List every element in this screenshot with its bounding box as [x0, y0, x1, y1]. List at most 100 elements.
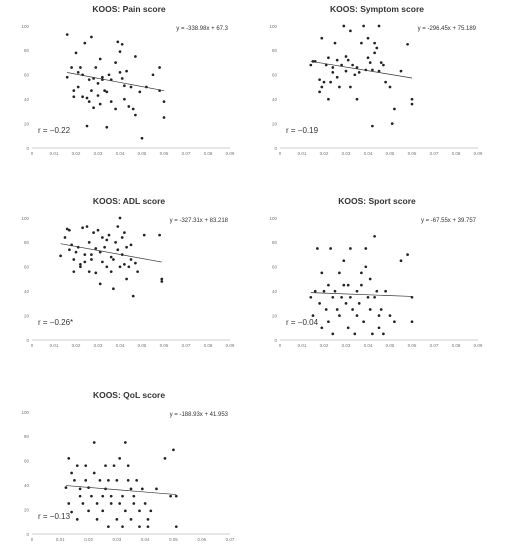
y-tick-label: 100 [21, 410, 29, 415]
data-point [72, 89, 76, 93]
data-point [172, 448, 175, 452]
chart-title: KOOS: Sport score [338, 196, 416, 206]
data-point [109, 100, 113, 103]
data-point [360, 41, 363, 45]
data-point [116, 40, 120, 44]
data-point [114, 107, 117, 111]
x-tick-label: 0 [31, 537, 34, 542]
regression-equation: y = -188.93x + 41.953 [170, 412, 229, 418]
x-tick-label: 0.09 [474, 343, 483, 348]
y-tick-label: 80 [24, 434, 30, 439]
data-point [101, 509, 105, 513]
data-point [377, 24, 381, 28]
data-point [70, 471, 73, 475]
data-point [126, 464, 130, 468]
data-point [349, 85, 352, 89]
data-point [115, 478, 119, 482]
data-point [121, 494, 124, 498]
x-tick-label: 0.02 [72, 151, 81, 156]
data-point [112, 464, 116, 468]
data-point [79, 66, 82, 69]
trendline [60, 243, 162, 263]
data-point [388, 314, 392, 317]
x-tick-label: 0.05 [386, 151, 395, 156]
y-tick-label: 20 [24, 313, 30, 318]
data-point [333, 289, 337, 293]
data-point [81, 95, 84, 99]
x-tick-label: 0.03 [342, 343, 351, 348]
y-tick-label: 40 [272, 97, 278, 102]
data-point [98, 57, 102, 61]
correlation-label: r = −0.26* [38, 318, 73, 327]
data-point [73, 478, 76, 482]
data-point [98, 102, 102, 106]
y-tick-label: 0 [26, 338, 29, 343]
data-point [129, 518, 133, 521]
data-point [65, 33, 69, 36]
chart-title: KOOS: Symptom score [330, 4, 424, 14]
data-point [94, 66, 98, 69]
data-point [410, 97, 414, 101]
data-point [85, 225, 89, 228]
data-point [65, 227, 69, 231]
data-point [373, 295, 376, 299]
data-point [322, 80, 326, 84]
data-point [116, 225, 120, 228]
data-point [349, 29, 352, 33]
correlation-label: r = −0.04 [286, 318, 319, 327]
data-point [123, 441, 127, 444]
data-point [125, 245, 128, 249]
data-point [74, 51, 78, 55]
data-point [101, 260, 104, 264]
data-point [85, 96, 89, 100]
data-point [357, 71, 361, 74]
data-point [146, 518, 150, 521]
data-point [140, 487, 144, 491]
data-point [340, 63, 343, 67]
data-point [324, 308, 328, 311]
data-point [68, 228, 71, 232]
y-tick-label: 0 [274, 146, 277, 151]
data-point [342, 24, 346, 28]
data-point [83, 260, 87, 264]
data-point [353, 332, 357, 336]
data-point [127, 105, 131, 108]
data-point [384, 289, 387, 293]
data-point [327, 320, 330, 324]
x-tick-label: 0.07 [226, 537, 235, 542]
data-point [123, 97, 126, 101]
data-point [120, 42, 124, 46]
data-point [335, 75, 339, 79]
data-point [360, 283, 363, 287]
data-point [135, 478, 139, 482]
data-point [338, 85, 341, 89]
trendline [65, 485, 177, 495]
scatter-plot-symptom: 0 20 40 60 80 100 0 0.01 0.02 0.03 0.04 0.05 0.06 0.0… [269, 24, 482, 156]
y-tick-label: 60 [24, 73, 30, 78]
data-point [63, 236, 67, 239]
data-point [95, 518, 99, 521]
data-point [87, 270, 91, 274]
data-point [368, 277, 372, 281]
x-tick-label: 0 [31, 343, 34, 348]
y-tick-label: 100 [269, 24, 277, 29]
data-point [59, 254, 62, 258]
data-point [65, 75, 69, 79]
data-point [134, 113, 137, 117]
data-point [79, 265, 82, 269]
data-point [344, 55, 348, 58]
x-tick-label: 0.04 [364, 343, 373, 348]
data-point [81, 502, 85, 505]
data-point [138, 509, 141, 513]
data-point [340, 295, 343, 299]
data-point [138, 525, 141, 529]
data-point [105, 125, 109, 129]
data-point [344, 69, 348, 73]
data-point [342, 283, 346, 287]
data-point [362, 320, 365, 324]
data-point [377, 69, 381, 73]
data-point [76, 85, 80, 89]
data-point [75, 464, 79, 468]
data-point [105, 265, 109, 269]
y-tick-label: 40 [24, 289, 30, 294]
